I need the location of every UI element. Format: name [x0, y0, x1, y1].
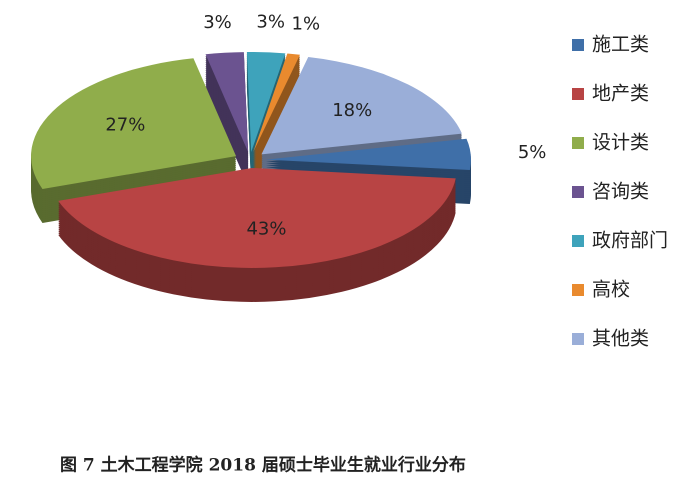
legend-label: 施工类 [592, 34, 649, 56]
slice-side [253, 59, 300, 159]
slice-side [253, 55, 300, 155]
legend-label: 高校 [592, 279, 630, 301]
data-label: 1% [292, 14, 321, 35]
data-label: 3% [203, 12, 232, 33]
legend-label: 咨询类 [592, 181, 649, 203]
slice-side [253, 69, 300, 169]
legend-swatch [572, 88, 584, 100]
legend-swatch [572, 39, 584, 51]
data-label: 3% [256, 11, 285, 32]
slice-side [253, 71, 300, 171]
slice [246, 52, 286, 153]
chart-title: 图 7 土木工程学院 2018 届硕士毕业生就业行业分布 [60, 455, 466, 476]
legend-label: 地产类 [592, 83, 649, 105]
slice [58, 167, 456, 268]
slice [261, 57, 462, 155]
legend-label: 其他类 [592, 328, 649, 350]
legend-swatch [572, 235, 584, 247]
slice-side [253, 63, 300, 163]
legend-swatch [572, 186, 584, 198]
data-label: 27% [105, 115, 145, 136]
slice [265, 138, 471, 171]
slice-side [253, 67, 300, 167]
legend-label: 设计类 [592, 132, 649, 154]
data-label: 5% [518, 142, 547, 163]
slice [205, 52, 249, 153]
data-label: 18% [332, 100, 372, 121]
legend-label: 政府部门 [592, 230, 668, 252]
slice-side [253, 61, 300, 161]
slice-side [253, 57, 300, 157]
legend-swatch [572, 333, 584, 345]
slice-side [253, 65, 300, 165]
legend-swatch [572, 284, 584, 296]
slice [253, 53, 300, 153]
data-label: 43% [246, 219, 286, 240]
slice [31, 58, 237, 189]
legend-swatch [572, 137, 584, 149]
